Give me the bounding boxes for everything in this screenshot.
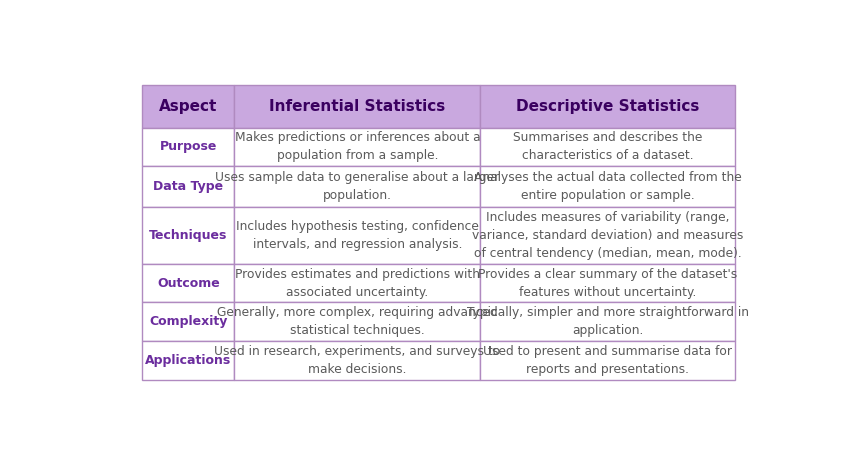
- Bar: [235, 127, 480, 166]
- Bar: [143, 127, 235, 166]
- Text: Complexity: Complexity: [150, 315, 228, 328]
- Text: Makes predictions or inferences about a
population from a sample.: Makes predictions or inferences about a …: [235, 131, 480, 162]
- Bar: [235, 341, 480, 380]
- Text: Uses sample data to generalise about a larger
population.: Uses sample data to generalise about a l…: [215, 171, 500, 202]
- Text: Used in research, experiments, and surveys to
make decisions.: Used in research, experiments, and surve…: [214, 345, 501, 376]
- Text: Data Type: Data Type: [153, 180, 224, 193]
- Text: Techniques: Techniques: [150, 229, 228, 242]
- Text: Analyses the actual data collected from the
entire population or sample.: Analyses the actual data collected from …: [474, 171, 742, 202]
- Bar: [235, 85, 480, 127]
- Text: Outcome: Outcome: [157, 277, 220, 289]
- Bar: [480, 341, 735, 380]
- Bar: [143, 85, 235, 127]
- Text: Includes hypothesis testing, confidence
intervals, and regression analysis.: Includes hypothesis testing, confidence …: [236, 220, 479, 251]
- Text: Used to present and summarise data for
reports and presentations.: Used to present and summarise data for r…: [484, 345, 733, 376]
- Bar: [480, 85, 735, 127]
- Text: Includes measures of variability (range,
variance, standard deviation) and measu: Includes measures of variability (range,…: [473, 211, 744, 260]
- Text: Provides a clear summary of the dataset's
features without uncertainty.: Provides a clear summary of the dataset'…: [479, 268, 738, 298]
- Bar: [480, 207, 735, 264]
- Text: Typically, simpler and more straightforward in
application.: Typically, simpler and more straightforw…: [467, 306, 749, 337]
- Text: Descriptive Statistics: Descriptive Statistics: [516, 99, 700, 114]
- Bar: [480, 127, 735, 166]
- Bar: [143, 166, 235, 207]
- Bar: [480, 166, 735, 207]
- Text: Inferential Statistics: Inferential Statistics: [269, 99, 445, 114]
- Bar: [480, 302, 735, 341]
- Bar: [235, 207, 480, 264]
- Bar: [143, 302, 235, 341]
- Bar: [235, 264, 480, 302]
- Text: Summarises and describes the
characteristics of a dataset.: Summarises and describes the characteris…: [513, 131, 703, 162]
- Text: Applications: Applications: [145, 354, 231, 367]
- Bar: [235, 302, 480, 341]
- Bar: [235, 166, 480, 207]
- Bar: [143, 207, 235, 264]
- Text: Provides estimates and predictions with
associated uncertainty.: Provides estimates and predictions with …: [235, 268, 480, 298]
- Bar: [143, 264, 235, 302]
- Bar: [143, 341, 235, 380]
- Text: Purpose: Purpose: [160, 140, 217, 153]
- Text: Aspect: Aspect: [159, 99, 218, 114]
- Bar: [480, 264, 735, 302]
- Text: Generally, more complex, requiring advanced
statistical techniques.: Generally, more complex, requiring advan…: [217, 306, 498, 337]
